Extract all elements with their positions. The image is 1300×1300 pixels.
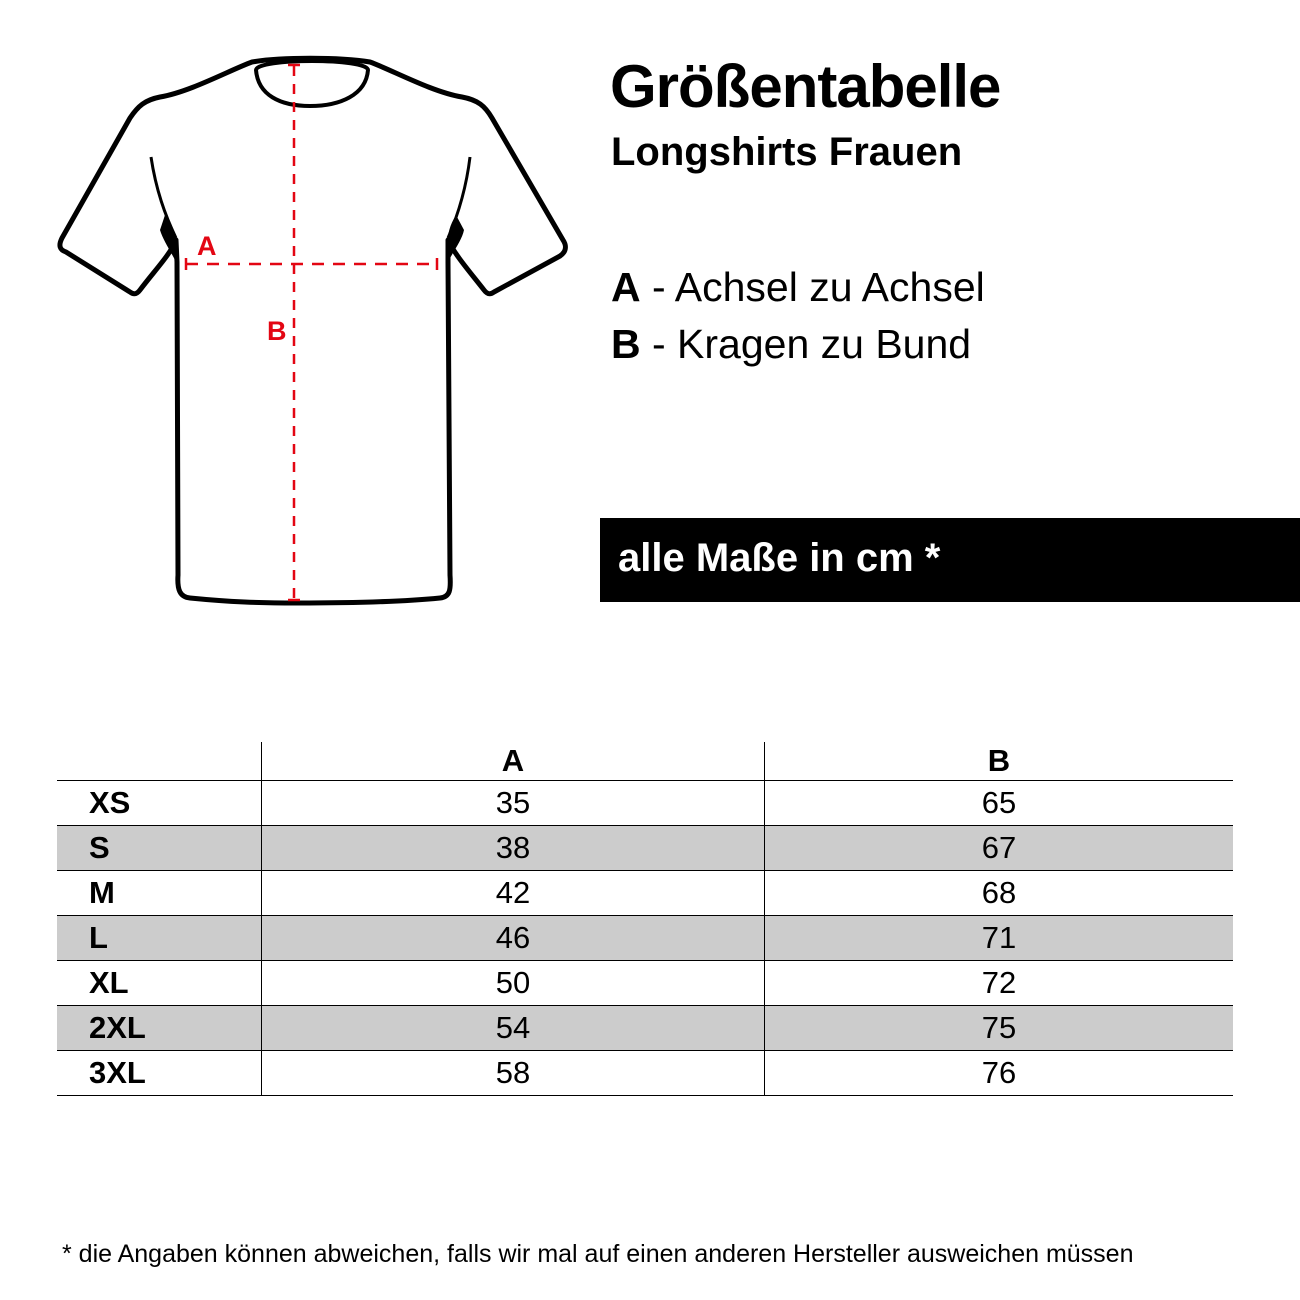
table-row: 2XL 54 75: [57, 1005, 1233, 1051]
cell-b: 72: [764, 960, 1233, 1006]
page-subtitle: Longshirts Frauen: [611, 130, 963, 174]
footnote: * die Angaben können abweichen, falls wi…: [62, 1240, 1134, 1268]
label-a: A: [197, 231, 217, 261]
header-a: A: [261, 742, 765, 781]
cell-b: 76: [764, 1050, 1233, 1096]
table-row: M 42 68: [57, 870, 1233, 916]
header-size: [57, 742, 262, 781]
cell-a: 50: [261, 960, 765, 1006]
cell-a: 46: [261, 915, 765, 961]
cell-b: 71: [764, 915, 1233, 961]
armpit-shade-right: [447, 215, 464, 262]
legend-key: A: [611, 264, 641, 310]
table-row: XL 50 72: [57, 960, 1233, 1006]
cell-a: 35: [261, 780, 765, 826]
cell-b: 75: [764, 1005, 1233, 1051]
page-title: Größentabelle: [610, 53, 1001, 120]
cell-a: 42: [261, 870, 765, 916]
cell-size: XS: [57, 780, 262, 826]
tshirt-diagram: A B: [57, 55, 568, 606]
cell-size: 2XL: [57, 1005, 262, 1051]
cell-size: M: [57, 870, 262, 916]
cell-size: XL: [57, 960, 262, 1006]
legend-text: - Kragen zu Bund: [640, 321, 972, 367]
tshirt-outline: [57, 55, 568, 606]
cell-a: 54: [261, 1005, 765, 1051]
collar: [253, 59, 371, 109]
table-row: XS 35 65: [57, 780, 1233, 826]
cell-size: 3XL: [57, 1050, 262, 1096]
table-row: S 38 67: [57, 825, 1233, 871]
table-header: A B: [57, 742, 1233, 781]
units-banner: alle Maße in cm *: [600, 518, 1300, 602]
cell-b: 67: [764, 825, 1233, 871]
cell-a: 38: [261, 825, 765, 871]
cell-b: 65: [764, 780, 1233, 826]
legend-text: - Achsel zu Achsel: [640, 264, 985, 310]
cell-b: 68: [764, 870, 1233, 916]
cell-size: S: [57, 825, 262, 871]
legend-item-a: A - Achsel zu Achsel: [611, 264, 985, 311]
armpit-shade-left: [160, 215, 177, 262]
cell-size: L: [57, 915, 262, 961]
header-b: B: [764, 742, 1233, 781]
units-banner-text: alle Maße in cm *: [618, 536, 941, 580]
table-row: L 46 71: [57, 915, 1233, 961]
legend-key: B: [611, 321, 641, 367]
table-row: 3XL 58 76: [57, 1050, 1233, 1096]
legend-item-b: B - Kragen zu Bund: [611, 321, 971, 368]
label-b: B: [267, 316, 287, 346]
cell-a: 58: [261, 1050, 765, 1096]
size-table: A B XS 35 65 S 38 67 M 42 68 L 46 71 XL 50 72 2XL 5…: [57, 742, 1233, 1096]
